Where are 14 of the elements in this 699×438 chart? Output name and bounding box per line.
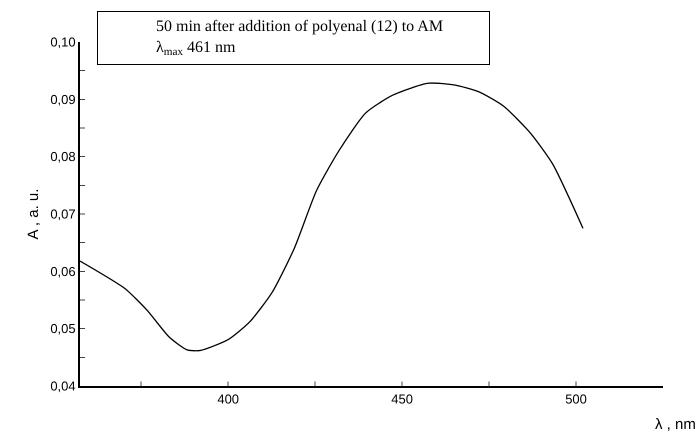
text: 50 min after addition of polyenal (12) to AM <box>104 18 484 35</box>
y-tick-label: 0,07 <box>50 206 76 222</box>
x-axis-title: λ , nm <box>655 416 696 433</box>
x-tick-label: 500 <box>565 391 587 406</box>
annotation: λ$_{max}$ 461 nm <box>104 38 276 58</box>
y-tick-label: 0,05 <box>50 321 76 336</box>
x-tick-label: 400 <box>217 391 240 406</box>
y-axis-title: A , a. u. <box>25 188 42 240</box>
y-tick-label: 0,09 <box>50 92 76 107</box>
y-tick-label: 0,08 <box>50 149 76 164</box>
x-tick-label: 450 <box>391 391 413 406</box>
y-tick-label: 0,04 <box>50 378 76 394</box>
y-tick-label: 0,10 <box>50 34 76 50</box>
y-tick-label: 0,06 <box>50 264 76 279</box>
